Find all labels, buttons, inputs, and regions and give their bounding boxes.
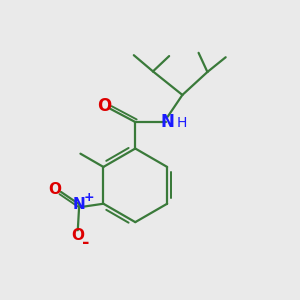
Text: H: H <box>176 116 187 130</box>
Text: +: + <box>83 191 94 204</box>
Text: O: O <box>71 228 84 243</box>
Text: N: N <box>73 197 85 212</box>
Text: N: N <box>161 113 175 131</box>
Text: O: O <box>97 98 111 116</box>
Text: -: - <box>82 234 90 252</box>
Text: O: O <box>49 182 62 196</box>
